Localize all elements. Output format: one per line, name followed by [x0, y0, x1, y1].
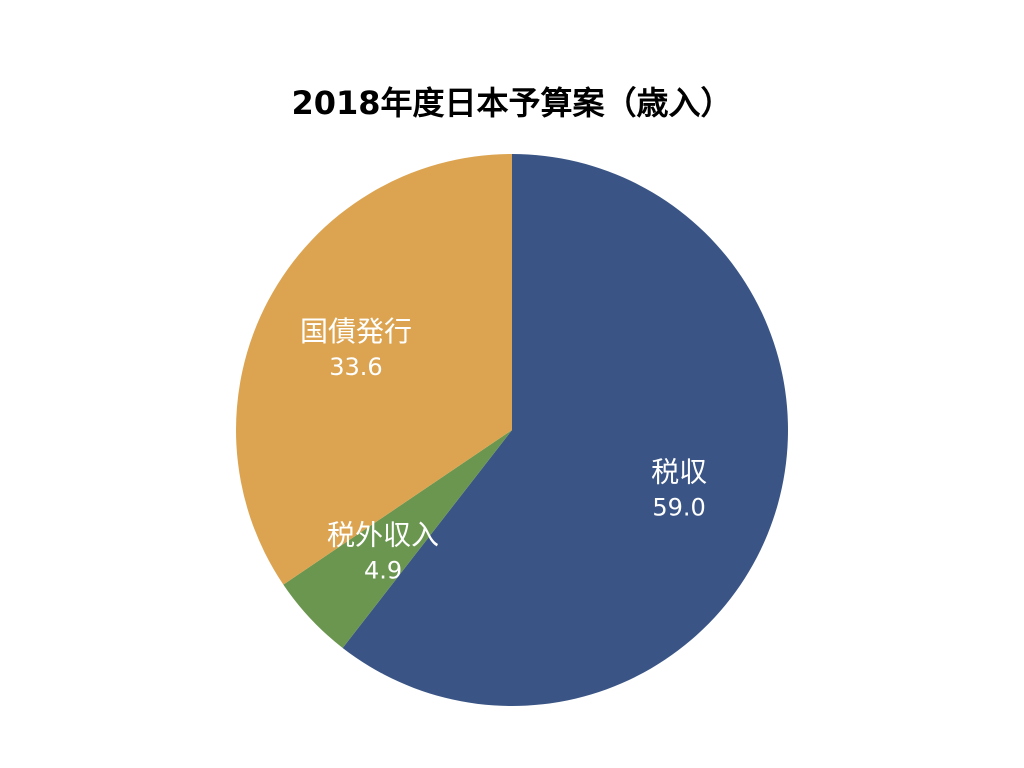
- slice-label-name-2: 税外収入: [327, 519, 439, 552]
- slice-label-name-1: 税収: [651, 455, 707, 488]
- slice-label-value-3: 33.6: [329, 353, 382, 381]
- slice-label-value-1: 59.0: [652, 493, 705, 521]
- slice-label-value-2: 4.9: [364, 557, 402, 585]
- pie-slice-1: [342, 154, 789, 707]
- pie-slice-2: [283, 430, 512, 648]
- pie-slice-3: [236, 154, 512, 585]
- slice-label-name-3: 国債発行: [300, 315, 412, 348]
- chart-title: 2018年度日本予算案（歳入）: [291, 84, 733, 122]
